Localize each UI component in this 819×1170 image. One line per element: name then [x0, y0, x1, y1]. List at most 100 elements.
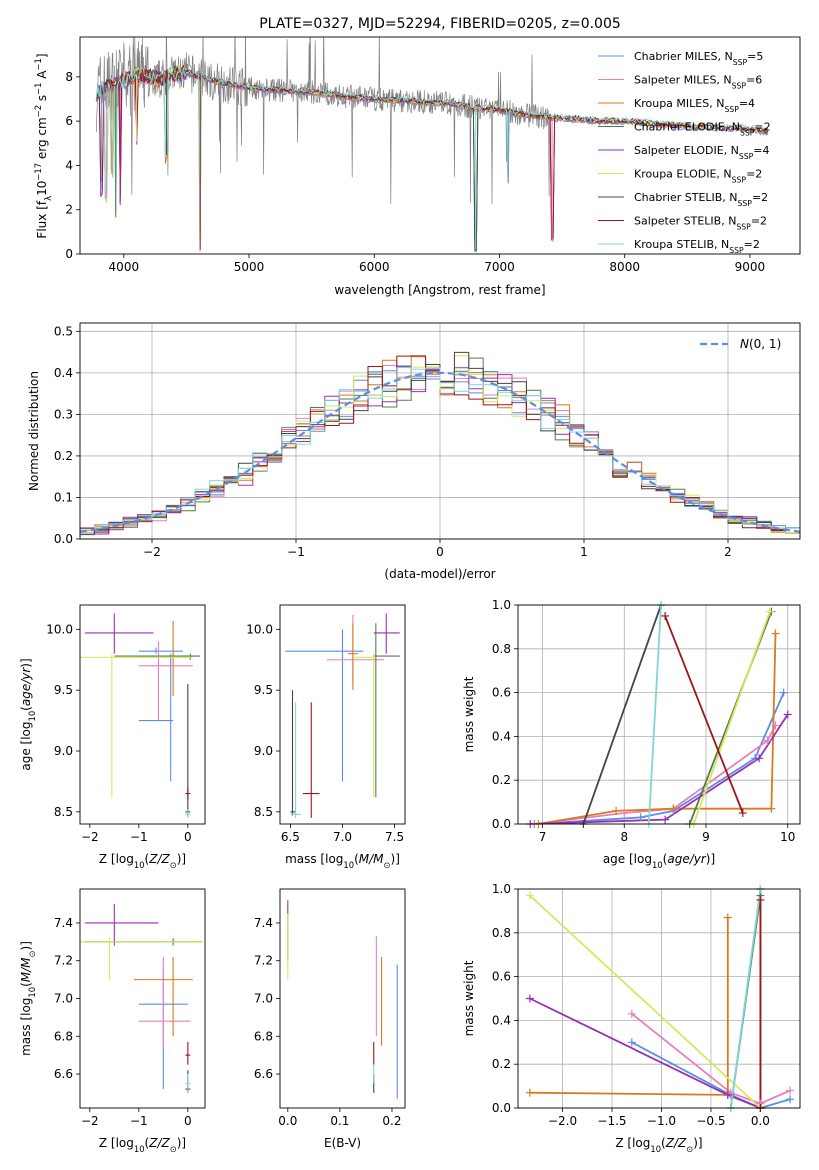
- spectrum-ytick-label: 6: [65, 114, 73, 128]
- mass_vs_Z-ytick-label: 7.2: [54, 954, 73, 968]
- weight-point-kroupa-miles: [767, 804, 776, 813]
- gaussian-reference-line: [80, 371, 800, 533]
- mass_vs_EBV-xlabel: E(B-V): [324, 1136, 361, 1150]
- age_vs_mass-frame: [279, 604, 406, 825]
- spectrum-plot-area: [95, 37, 769, 253]
- weight-point-kroupa-elodie: [525, 891, 534, 900]
- weight_vs_Z-ytick-label: 0.6: [492, 970, 511, 984]
- residual_histogram-xtick-label: 0: [436, 545, 444, 559]
- weight_vs_Z-xtick-label: −0.5: [696, 1114, 725, 1128]
- weight_vs_Z-plot-area: [529, 889, 791, 1108]
- weight-point-salpeter-elodie: [783, 710, 792, 719]
- weight-point-salpeter-miles: [620, 809, 629, 818]
- weight_vs_age-ytick-label: 0.0: [492, 817, 511, 831]
- weight-line-kroupa-elodie: [692, 611, 771, 824]
- residual_histogram-ytick-label: 0.2: [54, 449, 73, 463]
- weight-point-kroupa-miles: [669, 804, 678, 813]
- weight-line-salpeter-stelib: [664, 615, 744, 814]
- age_vs_mass-ytick-label: 10.0: [246, 622, 273, 636]
- weight_vs_Z-ytick-label: 1.0: [492, 882, 511, 896]
- mass_vs_Z-xtick-label: −1: [130, 1114, 148, 1128]
- weight-point-salpeter-elodie: [525, 994, 534, 1003]
- residual_histogram-ytick-label: 0.3: [54, 407, 73, 421]
- weight-point-salpeter-elodie: [723, 1090, 732, 1099]
- spectrum-xtick-label: 7000: [484, 260, 515, 274]
- weight_vs_age-xlabel: age [log10(age/yr)]: [603, 852, 715, 870]
- weight-point-salpeter-elodie: [661, 815, 670, 824]
- spectrum-xtick-label: 8000: [609, 260, 640, 274]
- weight_vs_age-ytick-label: 0.8: [492, 642, 511, 656]
- spectrum-ylabel: Flux [fλ10−17 erg cm−2 s−1 A−1]: [33, 53, 53, 238]
- weight-line-kroupa-miles: [529, 917, 729, 1096]
- weight_vs_Z-frame: [517, 888, 801, 1109]
- mass_vs_EBV-ytick-label: 6.6: [254, 1067, 273, 1081]
- weight-point-kroupa-miles: [771, 629, 780, 638]
- mass_vs_EBV-xtick-label: 0.1: [330, 1114, 349, 1128]
- weight-point-salpeter-stelib: [738, 809, 747, 818]
- weight_vs_age-ytick-label: 0.6: [492, 686, 511, 700]
- legend-label: Salpeter MILES, NSSP=6: [634, 74, 762, 91]
- spectrum-ytick-label: 4: [65, 158, 73, 172]
- spectrum-xtick-label: 5000: [234, 260, 265, 274]
- model-spectrum-kroupa-stelib: [95, 66, 768, 247]
- spectrum-title: PLATE=0327, MJD=52294, FIBERID=0205, z=0…: [259, 16, 621, 32]
- mass_vs_Z-frame: [79, 888, 206, 1109]
- mass_vs_Z-ylabel: mass [log10(M/M⊙)]: [19, 941, 37, 1056]
- weight_vs_Z-ytick-label: 0.2: [492, 1057, 511, 1071]
- weight-point-kroupa-miles: [525, 1088, 534, 1097]
- weight_vs_Z-ytick-label: 0.8: [492, 926, 511, 940]
- legend-label: Salpeter ELODIE, NSSP=4: [634, 144, 770, 161]
- weight_vs_age-ylabel: mass weight: [462, 676, 476, 752]
- mass_vs_Z-ytick-label: 7.0: [54, 992, 73, 1006]
- legend-label: Chabrier STELIB, NSSP=2: [634, 191, 768, 208]
- age_vs_Z-xlabel: Z [log10(Z/Z⊙)]: [99, 852, 186, 870]
- mass_vs_EBV-plot-area: [287, 900, 398, 1099]
- age_vs_mass-xtick-label: 7.5: [385, 830, 404, 844]
- histogram-step-kroupa-stelib: [80, 367, 800, 537]
- weight_vs_Z-ytick-label: 0.4: [492, 1013, 511, 1027]
- weight_vs_age-xtick-label: 8: [620, 830, 628, 844]
- weight-point-salpeter-stelib: [756, 895, 765, 904]
- weight_vs_Z-ylabel: mass weight: [462, 960, 476, 1036]
- mass_vs_Z-ytick-label: 6.8: [54, 1029, 73, 1043]
- age_vs_mass-plot-area: [285, 613, 400, 818]
- age_vs_Z-frame: [79, 604, 206, 825]
- age_vs_mass-xtick-label: 7.0: [333, 830, 352, 844]
- age_vs_Z-plot-area: [80, 613, 201, 818]
- weight_vs_Z-ytick-label: 0.0: [492, 1101, 511, 1115]
- residual_histogram-ytick-label: 0.4: [54, 366, 73, 380]
- weight_vs_Z-xtick-label: −1.5: [597, 1114, 626, 1128]
- weight_vs_age-xtick-label: 7: [539, 830, 547, 844]
- weight-line-salpeter-elodie: [530, 714, 789, 824]
- spectrum-xlabel: wavelength [Angstrom, rest frame]: [334, 283, 545, 297]
- legend-gaussian-label: N(0, 1): [740, 337, 781, 351]
- weight-point-kroupa-miles: [612, 806, 621, 815]
- age_vs_Z-ytick-label: 8.5: [54, 805, 73, 819]
- weight-point-salpeter-elodie: [755, 754, 764, 763]
- weight-point-kroupa-elodie: [765, 607, 774, 616]
- weight-point-kroupa-miles: [723, 913, 732, 922]
- weight-point-chabrier-miles: [786, 1095, 795, 1104]
- residual_histogram-xtick-label: −1: [287, 545, 305, 559]
- residual_histogram-frame: [79, 322, 801, 540]
- weight_vs_age-plot-area: [530, 605, 789, 824]
- spectrum-xtick-label: 6000: [359, 260, 390, 274]
- spectrum-frame: [79, 36, 801, 255]
- age_vs_Z-ytick-label: 9.5: [54, 683, 73, 697]
- spectrum-xtick-label: 9000: [735, 260, 766, 274]
- age_vs_Z-xtick-label: −2: [81, 830, 99, 844]
- weight_vs_Z-xlabel: Z [log10(Z/Z⊙)]: [615, 1136, 702, 1154]
- residual_histogram-ytick-label: 0.0: [54, 532, 73, 546]
- histogram-xlabel: (data-model)/error: [384, 567, 495, 581]
- weight-line-kroupa-stelib: [729, 889, 762, 1108]
- histogram-ylabel: Normed distribution: [27, 371, 41, 491]
- weight-point-chabrier-miles: [779, 688, 788, 697]
- weight_vs_age-ytick-label: 0.4: [492, 729, 511, 743]
- mass_vs_EBV-ytick-label: 7.2: [254, 954, 273, 968]
- age_vs_Z-ytick-label: 9.0: [54, 744, 73, 758]
- age_vs_Z-ytick-label: 10.0: [46, 622, 73, 636]
- weight-point-salpeter-stelib: [661, 611, 670, 620]
- spectrum-xtick-label: 4000: [109, 260, 140, 274]
- legend-label: Chabrier ELODIE, NSSP=2: [634, 121, 771, 138]
- weight_vs_Z-xtick-label: 0.0: [751, 1114, 770, 1128]
